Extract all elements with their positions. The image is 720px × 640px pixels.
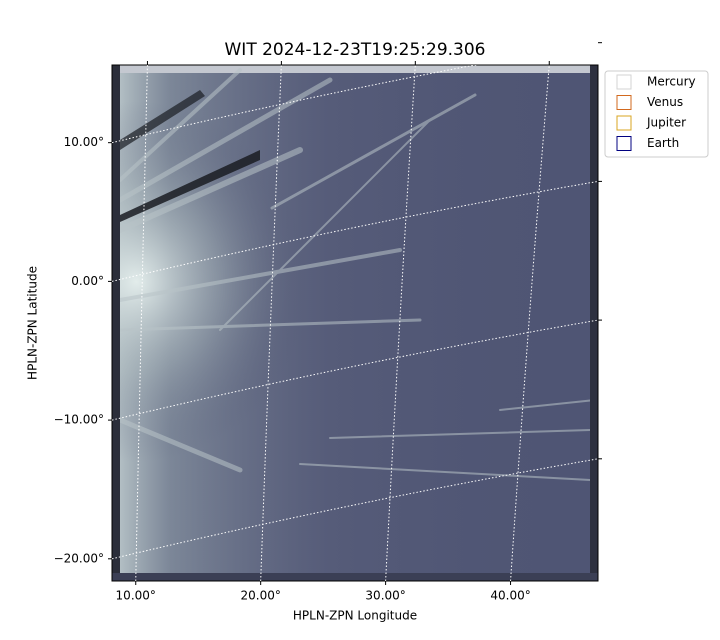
x-tick-label: 40.00° <box>490 589 530 603</box>
y-tick-label: −10.00° <box>54 413 104 427</box>
grid-line <box>260 65 282 581</box>
y-tick-label: 0.00° <box>71 274 104 288</box>
y-axis-label: HPLN-ZPN Latitude <box>26 266 40 380</box>
x-tick-label: 20.00° <box>240 589 280 603</box>
x-axis-label: HPLN-ZPN Longitude <box>293 609 417 623</box>
grid-line <box>112 65 478 144</box>
legend-label: Jupiter <box>646 116 686 130</box>
y-tick-label: −20.00° <box>54 551 104 565</box>
legend-swatch <box>616 115 632 131</box>
legend-swatch <box>616 95 632 110</box>
plot-frame <box>111 64 599 582</box>
grid-line <box>112 180 598 282</box>
x-tick-label: 10.00° <box>116 589 156 603</box>
grid-line <box>510 65 550 581</box>
legend-swatch <box>616 136 632 151</box>
y-tick-label: 10.00° <box>64 135 104 149</box>
x-tick-label: 30.00° <box>365 589 405 603</box>
legend-label: Mercury <box>647 75 696 89</box>
legend-label: Earth <box>647 136 679 150</box>
legend-swatch <box>616 74 632 90</box>
chart-title: WIT 2024-12-23T19:25:29.306 <box>225 40 486 60</box>
sky-image <box>112 65 598 581</box>
grid-line <box>135 65 148 581</box>
legend <box>604 70 709 158</box>
grid-line <box>385 65 416 581</box>
legend-label: Venus <box>647 95 683 109</box>
grid-line <box>112 458 598 560</box>
grid-line <box>112 319 598 421</box>
